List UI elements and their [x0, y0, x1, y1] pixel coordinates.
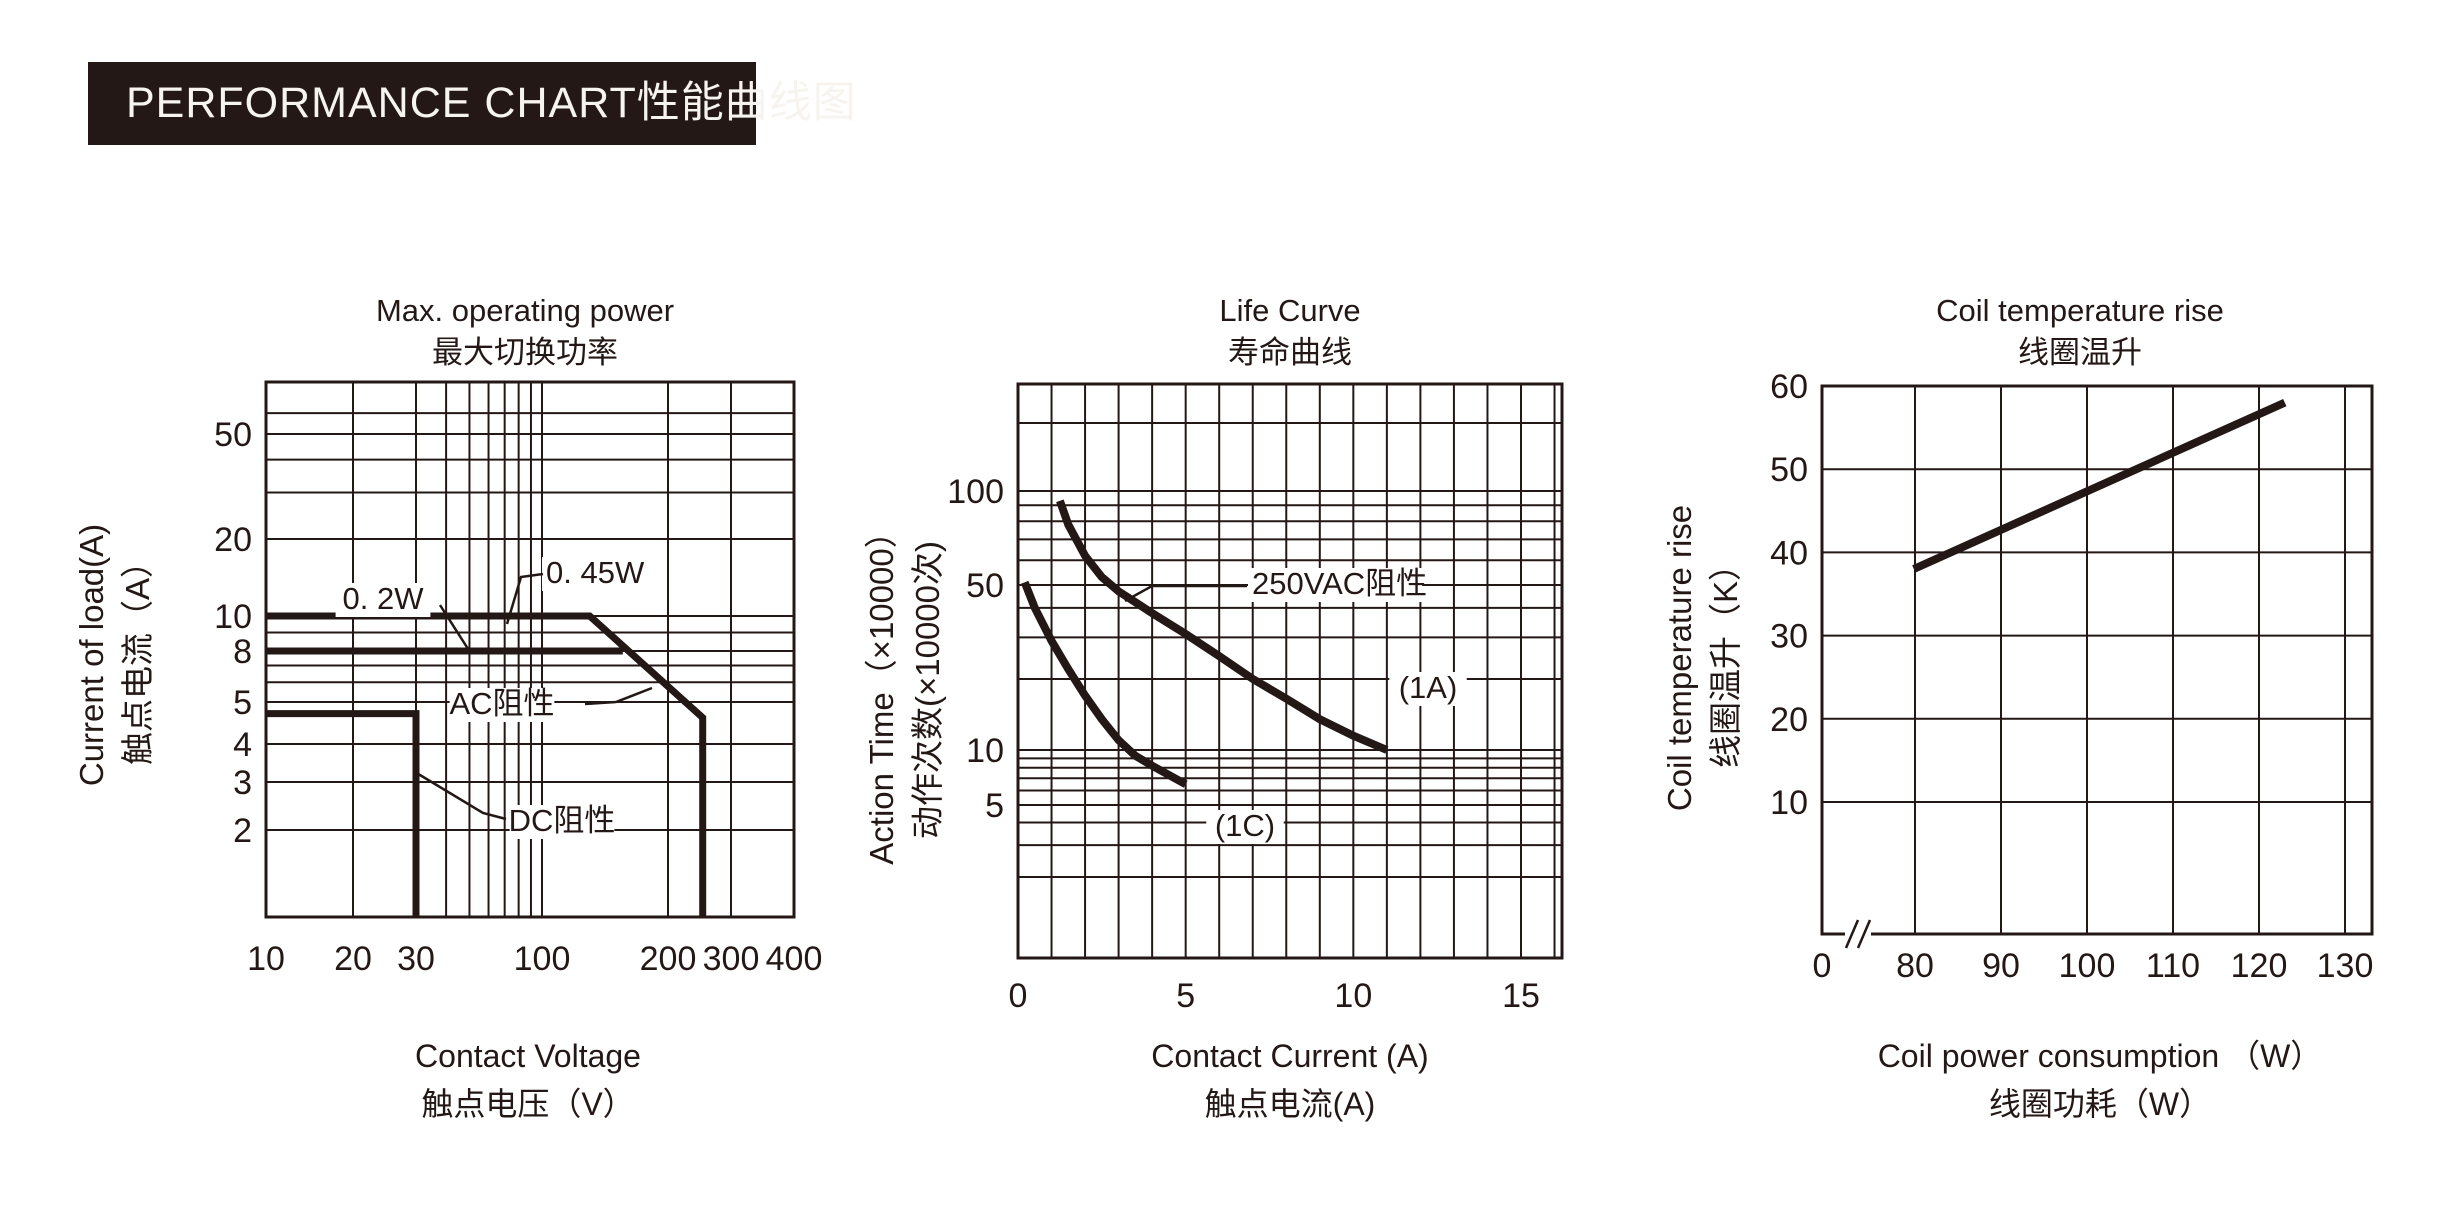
chart2-xlabel: Contact Current (A) 触点电流(A) [1040, 1032, 1540, 1128]
x-tick-label: 100 [2059, 947, 2116, 985]
chart2-ylabel: Action Time（×10000） 动作次数(×10000次) [859, 515, 951, 864]
x-tick-label: 20 [334, 940, 372, 978]
chart2-title-en: Life Curve [1219, 293, 1361, 328]
chart3-title-zh: 线圈温升 [2018, 335, 2142, 370]
leader-line [414, 770, 507, 821]
y-tick-label: 50 [966, 567, 1004, 605]
y-tick-label: 30 [1770, 618, 1808, 656]
series-dc-resistive-limit [266, 710, 420, 916]
chart-coil-temperature-rise: 0 80 90 100 110 120 130 60 50 40 30 20 10 [1770, 368, 2374, 985]
leader-line [438, 604, 472, 653]
chart1-ylabel: Current of load(A) 触点电流（A） [69, 524, 161, 786]
chart2-ylabel-zh: 动作次数(×10000次) [909, 541, 946, 840]
annotation-label: 0. 45W [546, 555, 645, 590]
chart3-xlabel-en: Coil power consumption （W） [1877, 1038, 2323, 1074]
x-tick-label: 10 [1334, 977, 1372, 1015]
y-tick-label: 3 [233, 764, 252, 802]
annotation-bg [335, 583, 431, 617]
y-tick-label: 50 [214, 416, 252, 454]
chart3-title-en: Coil temperature rise [1936, 293, 2224, 328]
y-tick-label: 10 [1770, 784, 1808, 822]
x-tick-label: 130 [2317, 947, 2374, 985]
y-tick-label: 60 [1770, 368, 1808, 406]
plot-border [1016, 382, 1564, 960]
chart1-xlabel-en: Contact Voltage [415, 1038, 641, 1074]
annotation-label: 250VAC阻性 [1252, 566, 1427, 601]
x-tick-label: 100 [514, 940, 571, 978]
annotation-bg [542, 557, 655, 591]
chart1-xlabel: Contact Voltage 触点电压（V） [278, 1032, 778, 1128]
x-tick-label: 15 [1502, 977, 1540, 1015]
leader-line [1124, 584, 1247, 603]
x-tick-label: 400 [766, 940, 823, 978]
annotation-label: AC阻性 [449, 686, 554, 721]
chart2-xlabel-en: Contact Current (A) [1151, 1038, 1429, 1074]
x-tick-label: 10 [247, 940, 285, 978]
axis-break-slash [1856, 919, 1872, 949]
leader-line [505, 572, 544, 625]
y-tick-label: 20 [214, 521, 252, 559]
annotation-bg [1248, 568, 1423, 602]
x-tick-label: 5 [1176, 977, 1195, 1015]
annotation-label: 0. 2W [343, 581, 425, 616]
x-tick-label: 200 [640, 940, 697, 978]
chart2-xlabel-zh: 触点电流(A) [1204, 1086, 1376, 1122]
x-tick-label: 0 [1009, 977, 1028, 1015]
chart1-xlabel-zh: 触点电压（V） [421, 1086, 635, 1122]
chart2-ylabel-en: Action Time（×10000） [863, 515, 900, 865]
y-tick-label: 20 [1770, 701, 1808, 739]
series-temperature-rise [1912, 398, 2287, 573]
x-tick-label: 80 [1896, 947, 1934, 985]
y-tick-label: 2 [233, 812, 252, 850]
chart1-title-zh: 最大切换功率 [432, 335, 618, 370]
chart1-ylabel-zh: 触点电流（A） [119, 545, 156, 766]
chart3-xlabel-zh: 线圈功耗（W） [1988, 1086, 2212, 1122]
y-tick-label: 100 [947, 473, 1004, 511]
annotation-bg [1389, 672, 1467, 706]
x-tick-label: 120 [2231, 947, 2288, 985]
chart3-xlabel: Coil power consumption （W） 线圈功耗（W） [1850, 1032, 2350, 1128]
x-tick-label: 300 [703, 940, 760, 978]
plot-border [1820, 384, 2374, 936]
chart1-ylabel-en: Current of load(A) [73, 523, 110, 787]
annotation-label: (1A) [1399, 670, 1458, 705]
y-tick-label: 4 [233, 726, 252, 764]
y-tick-label: 5 [233, 684, 252, 722]
series-ac-0.45w-limit [266, 612, 707, 916]
page-title: PERFORMANCE CHART性能曲线图 [88, 62, 856, 145]
x-tick-label: 110 [2146, 947, 2200, 985]
chart3-ylabel: Coil temperature rise 线圈温升（K） [1657, 505, 1749, 811]
chart3-ylabel-en: Coil temperature rise [1661, 504, 1698, 812]
y-tick-label: 10 [966, 732, 1004, 770]
y-tick-label: 40 [1770, 534, 1808, 572]
series-250vac-resistive-1a [1056, 499, 1389, 754]
x-tick-label: 0 [1813, 947, 1832, 985]
x-tick-label: 30 [397, 940, 435, 978]
series-250vac-resistive-1c [1020, 580, 1188, 788]
chart3-ylabel-zh: 线圈温升（K） [1707, 548, 1744, 769]
x-tick-label: 90 [1982, 947, 2020, 985]
annotation-bg [1206, 810, 1284, 844]
y-tick-label: 5 [985, 787, 1004, 825]
annotation-bg [509, 805, 615, 839]
y-tick-label: 10 [214, 598, 252, 636]
chart-life-curve: 0 5 10 15 100 50 10 5 250VAC阻性 (1A) (1C) [947, 382, 1564, 1015]
chart1-title: Max. operating power 最大切换功率 [275, 290, 775, 374]
y-tick-label: 8 [233, 633, 252, 671]
annotation-label: (1C) [1215, 808, 1275, 843]
chart3-title: Coil temperature rise 线圈温升 [1830, 290, 2330, 374]
y-tick-label: 50 [1770, 451, 1808, 489]
leader-line [584, 686, 653, 706]
annotation-bg [449, 688, 555, 722]
annotation-label: DC阻性 [509, 803, 616, 838]
axis-break-slash [1844, 919, 1860, 949]
chart2-title-zh: 寿命曲线 [1228, 335, 1352, 370]
chart2-title: Life Curve 寿命曲线 [1040, 290, 1540, 374]
chart1-title-en: Max. operating power [375, 293, 675, 328]
